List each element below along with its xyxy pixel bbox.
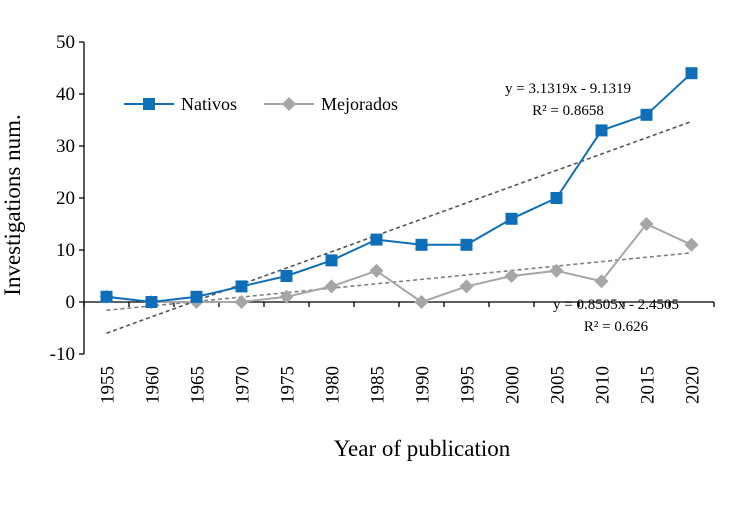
data-point-nativos xyxy=(325,254,338,267)
x-tick-label: 1990 xyxy=(413,366,434,404)
x-tick-label: 1985 xyxy=(368,366,389,404)
data-point-mejorados xyxy=(594,274,609,289)
y-tick-label: 30 xyxy=(56,136,75,157)
trendlines xyxy=(106,120,692,334)
data-point-mejorados xyxy=(414,295,429,309)
data-point-nativos xyxy=(685,67,698,80)
data-point-nativos xyxy=(415,238,428,251)
data-point-nativos xyxy=(505,212,518,225)
x-tick-label: 1980 xyxy=(323,366,344,404)
data-point-nativos xyxy=(190,290,203,303)
data-point-nativos xyxy=(595,124,608,137)
x-tick-label: 1970 xyxy=(233,366,254,404)
x-tick-label: 1975 xyxy=(278,366,299,404)
y-tick-label: 10 xyxy=(56,240,75,261)
data-point-mejorados xyxy=(549,263,564,278)
x-tick-label: 2005 xyxy=(548,366,569,404)
x-tick-label: 2020 xyxy=(683,366,704,404)
data-point-mejorados xyxy=(459,279,474,294)
x-tick-label: 1960 xyxy=(143,366,164,404)
data-point-nativos xyxy=(550,192,563,204)
legend-marker-mejorados xyxy=(282,97,296,111)
data-series xyxy=(99,67,699,309)
x-tick-label: 2000 xyxy=(503,366,524,404)
x-tick-label: 1995 xyxy=(458,366,479,404)
legend-label-nativos: Nativos xyxy=(181,94,237,114)
data-point-nativos xyxy=(145,296,158,308)
series-line-mejorados xyxy=(106,222,692,304)
x-tick-label: 2010 xyxy=(593,366,614,404)
y-tick-label: 20 xyxy=(56,188,75,209)
x-tick-label: 1965 xyxy=(188,366,209,404)
legend-label-mejorados: Mejorados xyxy=(321,94,398,114)
trendline-nativos xyxy=(106,120,692,334)
data-point-nativos xyxy=(640,108,653,121)
data-point-mejorados xyxy=(504,269,519,283)
legend-entry-mejorados: Mejorados xyxy=(264,94,398,114)
series-line-nativos xyxy=(106,72,693,304)
data-point-nativos xyxy=(460,238,473,251)
legend-entry-nativos: Nativos xyxy=(124,94,237,114)
y-tick-label: 0 xyxy=(66,292,76,313)
data-point-nativos xyxy=(370,233,383,246)
data-point-nativos xyxy=(280,270,293,282)
chart-axes: -10 0 10 20 30 40 50 1955 1960 1965 1970 1975 1980 19… xyxy=(50,32,715,404)
x-axis-title: Year of publication xyxy=(334,436,511,461)
data-point-mejorados xyxy=(684,237,699,252)
x-tick-label: 2015 xyxy=(638,366,659,404)
y-tick-label: -10 xyxy=(50,344,75,365)
trend-r2-mejorados: R² = 0.626 xyxy=(584,319,649,335)
data-point-mejorados xyxy=(279,289,294,304)
y-tick-label: 40 xyxy=(56,84,75,105)
data-point-mejorados xyxy=(639,217,654,231)
data-point-nativos xyxy=(235,280,248,293)
y-tick-label: 50 xyxy=(56,32,75,53)
data-point-mejorados xyxy=(369,263,384,278)
data-point-nativos xyxy=(100,290,113,303)
y-axis-title: Investigations num. xyxy=(0,114,25,295)
trend-equation-mejorados: y = 0.8505x - 2.4505 xyxy=(553,297,679,313)
data-point-mejorados xyxy=(234,295,249,309)
x-tick-label: 1955 xyxy=(98,366,119,404)
trend-equation-nativos: y = 3.1319x - 9.1319 xyxy=(505,81,631,97)
trend-r2-nativos: R² = 0.8658 xyxy=(532,103,604,119)
legend: Nativos Mejorados xyxy=(124,94,398,114)
legend-marker-nativos xyxy=(143,98,155,110)
data-point-mejorados xyxy=(324,279,339,294)
